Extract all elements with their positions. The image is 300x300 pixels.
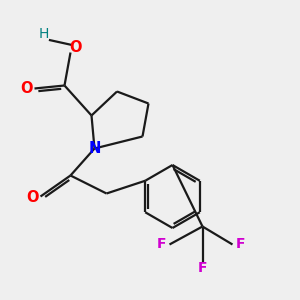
Text: O: O: [69, 40, 81, 56]
Text: H: H: [38, 28, 49, 41]
Text: O: O: [26, 190, 38, 206]
Text: F: F: [156, 238, 166, 251]
Text: N: N: [88, 141, 101, 156]
Text: F: F: [198, 261, 207, 275]
Text: F: F: [236, 238, 246, 251]
Text: O: O: [21, 81, 33, 96]
